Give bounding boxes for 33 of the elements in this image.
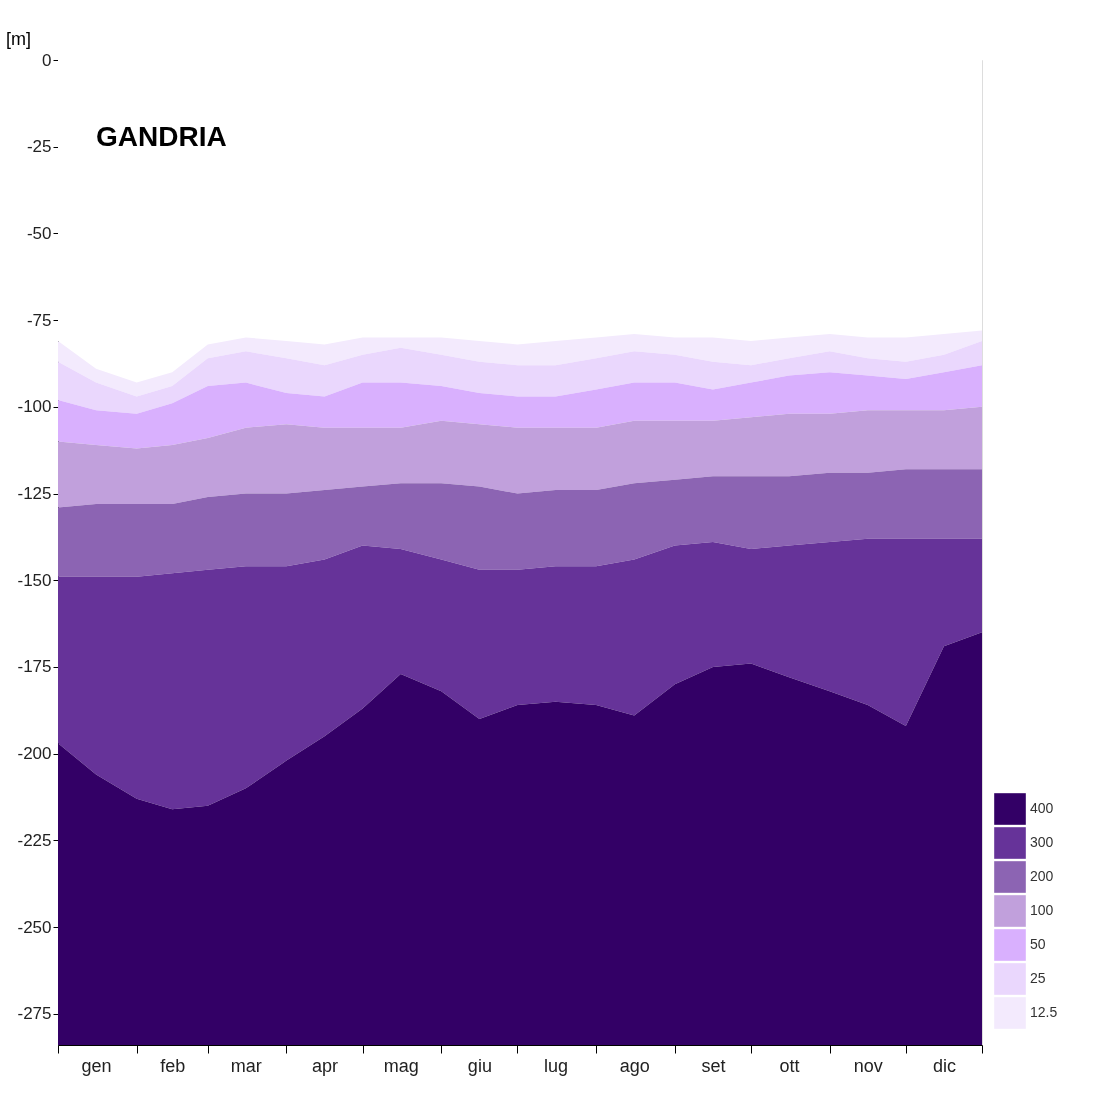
y-tick-label: -50	[26, 223, 52, 243]
y-tick-label: -125	[17, 484, 52, 504]
legend-label: 300	[1030, 834, 1054, 850]
legend-label: 200	[1030, 868, 1054, 884]
x-tick-label: lug	[544, 1055, 569, 1076]
x-tick-label: giu	[467, 1055, 492, 1076]
y-tick-label: -150	[17, 570, 52, 590]
y-tick-label: -175	[17, 657, 52, 677]
legend-label: 25	[1030, 970, 1046, 986]
x-tick-label: mar	[230, 1055, 262, 1076]
y-tick-label: 0	[42, 50, 52, 70]
x-tick-label: set	[701, 1055, 726, 1076]
y-tick-label: -250	[17, 917, 52, 937]
x-tick-label: apr	[312, 1055, 339, 1076]
y-tick-label: -200	[17, 744, 52, 764]
legend-label: 400	[1030, 800, 1054, 816]
x-tick-label: feb	[160, 1055, 186, 1076]
legend-label: 100	[1030, 902, 1054, 918]
y-tick-label: -75	[26, 310, 52, 330]
x-tick-label: ott	[779, 1055, 800, 1076]
legend-label: 12.5	[1030, 1004, 1058, 1020]
y-axis-title: [m]	[6, 28, 31, 49]
x-tick-label: gen	[81, 1055, 112, 1076]
y-tick-label: -225	[17, 830, 52, 850]
text: GANDRIA	[96, 121, 227, 152]
x-tick-label: nov	[853, 1055, 883, 1076]
x-tick-label: ago	[619, 1055, 650, 1076]
x-tick-label: mag	[383, 1055, 419, 1076]
legend-label: 50	[1030, 936, 1046, 952]
y-tick-label: -275	[17, 1004, 52, 1024]
y-tick-label: -100	[17, 397, 52, 417]
x-tick-label: dic	[932, 1055, 956, 1076]
y-tick-label: -25	[26, 137, 52, 157]
